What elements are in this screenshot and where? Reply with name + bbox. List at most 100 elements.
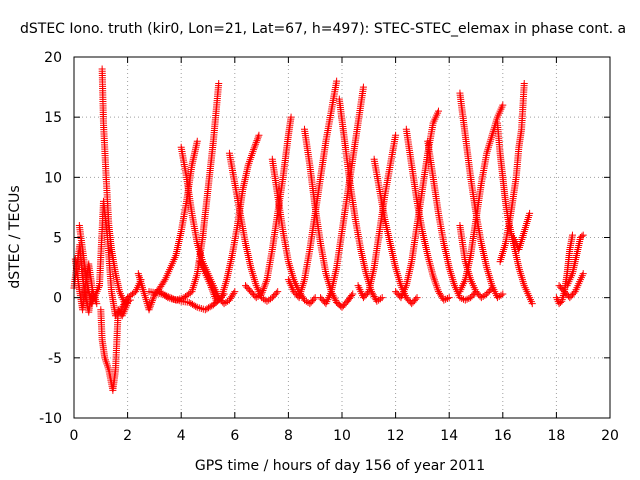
data-point [568,231,576,239]
data-series-arc [134,137,201,314]
data-point [258,290,266,298]
data-point [274,288,282,296]
y-tick-label: -10 [39,411,62,427]
data-point [499,290,507,298]
y-tick-label: 5 [53,231,62,247]
data-point [310,295,318,303]
x-tick-label: 2 [123,428,132,444]
data-point [487,286,495,294]
data-point [230,289,238,297]
data-point [272,289,280,297]
data-point [220,300,228,308]
data-point [146,304,154,312]
data-point [461,296,469,304]
data-point [363,289,371,297]
data-series-arc [456,89,507,302]
data-point [261,281,269,289]
data-point [440,296,448,304]
data-point [210,291,218,299]
data-point [224,297,232,305]
data-series-arc [496,79,528,266]
data-point [150,293,158,301]
data-point [458,294,466,302]
data-point [359,83,367,91]
data-point [253,137,261,145]
data-point [146,302,154,310]
data-point [370,292,378,300]
data-point [392,131,400,139]
data-point [91,293,99,301]
data-point [302,297,310,305]
data-point [488,284,496,292]
data-point [413,294,421,302]
data-series-arc [354,131,400,302]
data-point [373,297,381,305]
data-point [479,292,487,300]
y-tick-label: 15 [44,110,62,126]
x-tick-label: 18 [547,428,565,444]
data-point [160,277,168,285]
data-point [348,292,356,300]
data-point [258,288,266,296]
data-point [145,306,153,314]
data-point [412,295,420,303]
data-point [254,292,262,300]
x-tick-label: 14 [440,428,458,444]
axis-ticks [73,56,611,419]
x-tick-label: 4 [177,428,186,444]
data-point [578,232,586,240]
y-tick-label: -5 [48,351,62,367]
data-point [250,144,258,152]
data-point [456,294,464,302]
data-point [463,295,471,303]
data-point [87,300,95,308]
data-point [168,294,176,302]
data-point [90,295,98,303]
x-tick-label: 12 [387,428,405,444]
data-points [70,65,587,394]
data-point [260,285,268,293]
tick-labels: 0 2 4 6 8 10 12 14 16 18 20 -10 -5 0 5 10 15 20 [39,50,619,444]
data-point [251,142,259,150]
data-series-arc [555,270,587,302]
data-point [260,283,268,291]
data-point [262,279,270,287]
data-point [579,231,587,239]
data-point [252,294,260,302]
data-point [493,294,501,302]
y-tick-label: 10 [44,170,62,186]
data-point [209,287,217,295]
data-point [263,297,271,305]
data-point [495,292,503,300]
data-point [520,79,528,87]
x-tick-label: 10 [333,428,351,444]
x-tick-label: 20 [601,428,619,444]
data-point [207,282,215,290]
y-axis-label: dSTEC / TECUs [7,185,23,288]
data-point [147,300,155,308]
data-point [164,293,172,301]
data-point [528,300,536,308]
data-series-arc [98,65,134,308]
data-point [255,131,263,139]
data-point [287,113,295,121]
data-point [349,290,357,298]
data-point [209,289,217,297]
data-point [526,209,534,217]
data-series-arc [300,125,357,311]
data-point [215,79,223,87]
data-point [442,295,450,303]
x-axis-label: GPS time / hours of day 156 of year 2011 [195,458,485,474]
data-series-arc [242,113,295,302]
data-point [207,283,215,291]
data-series-arc [370,155,421,308]
data-series-arc [456,221,496,302]
data-series-arc [196,131,263,304]
data-point [212,296,220,304]
data-point [369,291,377,299]
data-point [376,295,384,303]
data-point [299,294,307,302]
data-point [231,288,239,296]
data-point [250,146,258,154]
y-tick-label: 0 [53,291,62,307]
